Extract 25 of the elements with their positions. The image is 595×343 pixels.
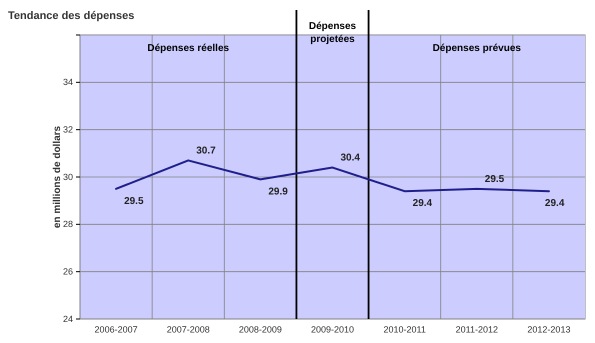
data-label: 29.9 (268, 186, 288, 198)
band-label: Dépenses projetées (308, 21, 357, 45)
data-label: 29.5 (484, 174, 505, 185)
x-tick-label: 2006-2007 (94, 324, 138, 334)
data-label: 30.4 (340, 152, 360, 164)
data-label: 29.4 (544, 198, 565, 210)
x-tick-label: 2007-2008 (166, 324, 210, 334)
y-tick-label: 34 (62, 77, 73, 88)
x-tick-label: 2012-2013 (527, 324, 570, 334)
chart-title: Tendance des dépenses (8, 10, 134, 22)
x-tick-label: 2011-2012 (456, 324, 498, 334)
x-tick-label: 2008-2009 (238, 324, 282, 334)
x-tick-label: 2010-2011 (383, 324, 426, 334)
y-tick-label: 26 (62, 266, 73, 277)
y-tick-label: 30 (62, 172, 73, 182)
band-label: Dépenses réelles (147, 43, 230, 54)
y-axis-title: en millions de dollars (52, 125, 63, 228)
data-label: 29.5 (124, 196, 144, 207)
band-label: Dépenses prévues (432, 43, 522, 54)
data-label: 30.7 (196, 145, 216, 156)
y-tick-label: 28 (62, 219, 73, 230)
y-tick-label: 32 (62, 124, 73, 135)
data-label: 29.4 (412, 198, 433, 210)
y-tick-label: 24 (62, 314, 73, 324)
x-tick-label: 2009-2010 (310, 324, 354, 334)
